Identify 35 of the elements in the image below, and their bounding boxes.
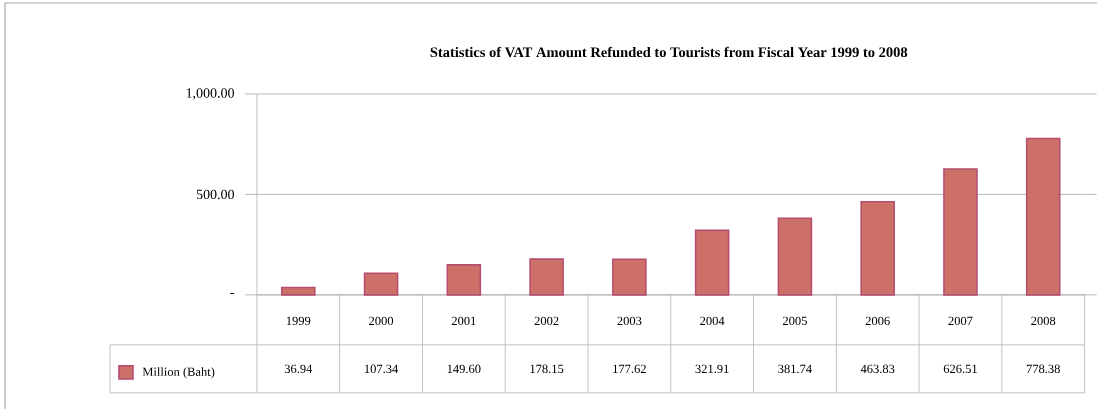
x-tick-label: 2005 <box>782 316 807 326</box>
bar <box>612 258 647 296</box>
chart-title: Statistics of VAT Amount Refunded to Tourists from Fiscal Year 1999 to 2008 <box>430 46 908 58</box>
legend-label: Million (Baht) <box>142 367 215 379</box>
x-tick-label: 2008 <box>1031 316 1056 326</box>
bar <box>1025 137 1061 296</box>
bar <box>694 229 730 296</box>
bar <box>529 258 564 296</box>
y-tick-label: 1,000.00 <box>186 88 235 100</box>
x-tick-label: 2004 <box>700 316 725 326</box>
x-tick-label: 2002 <box>534 316 559 326</box>
data-label: 321.91 <box>695 364 729 374</box>
data-label: 36.94 <box>284 364 313 374</box>
y-tick-label: - <box>230 293 235 295</box>
x-tick-label: 2001 <box>451 316 476 326</box>
data-label: 177.62 <box>613 364 646 374</box>
bar <box>777 217 813 296</box>
data-label: 463.83 <box>860 364 895 374</box>
data-label: 107.34 <box>364 364 399 374</box>
x-tick-label: 2007 <box>948 316 973 326</box>
bar <box>363 272 399 296</box>
data-label: 626.51 <box>943 364 977 374</box>
bar <box>281 286 316 296</box>
data-label: 381.74 <box>778 364 812 374</box>
data-label: 178.15 <box>530 364 564 374</box>
x-tick-label: 2003 <box>617 316 642 326</box>
x-tick-label: 1999 <box>286 316 311 326</box>
y-tick-label: 500.00 <box>196 189 235 200</box>
data-label: 149.60 <box>447 364 481 374</box>
bar <box>943 168 978 296</box>
bar <box>860 200 895 296</box>
data-label: 778.38 <box>1026 364 1060 374</box>
x-tick-label: 2006 <box>865 316 890 326</box>
x-tick-label: 2000 <box>369 316 394 326</box>
bar <box>446 264 482 296</box>
